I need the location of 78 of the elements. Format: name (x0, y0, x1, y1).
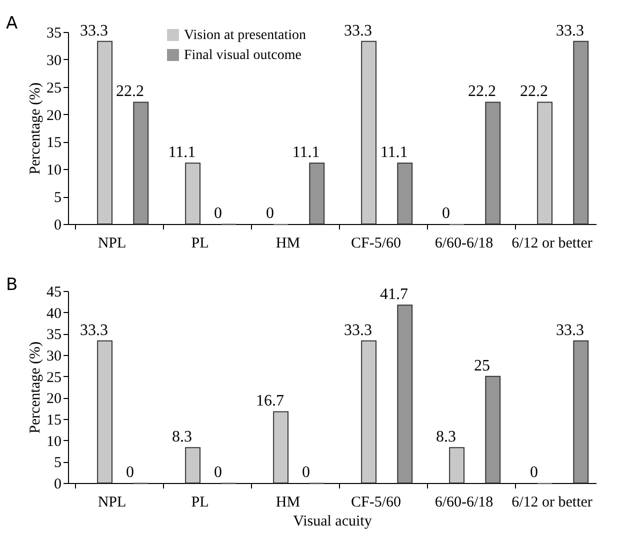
y-tick-label: 0 (54, 476, 62, 492)
x-tick-label: 6/60-6/18 (434, 236, 494, 252)
x-tick-label: 6/12 or better (512, 236, 592, 252)
data-label: 11.1 (380, 144, 408, 162)
data-label: 0 (214, 464, 222, 481)
data-label: 33.3 (556, 22, 584, 40)
data-label: 16.7 (256, 392, 284, 410)
bar (97, 340, 112, 484)
data-label: 22.2 (468, 83, 496, 100)
bar (309, 162, 325, 224)
x-tick-label: 6/12 or better (512, 494, 592, 510)
data-label: 0 (530, 464, 538, 481)
data-label: 8.3 (436, 428, 456, 446)
y-tick-label: 35 (46, 26, 62, 42)
y-tick-label: 15 (46, 135, 62, 152)
x-tick-label: 6/60-6/18 (434, 494, 494, 510)
bar (185, 447, 200, 484)
chart-title: B (6, 275, 18, 295)
legend-label: Final visual outcome (184, 48, 302, 63)
data-label: 22.2 (116, 83, 144, 100)
x-tick-label: HM (276, 236, 300, 252)
bar (361, 40, 376, 224)
bar (185, 162, 200, 224)
y-tick-label: 20 (46, 108, 62, 124)
bar (397, 162, 413, 224)
legend-label: Vision at presentation (184, 28, 306, 43)
x-tick-label: PL (191, 494, 209, 510)
y-tick-label: 5 (54, 455, 62, 472)
bar (273, 411, 288, 484)
y-axis-title: Percentage (%) (28, 82, 44, 175)
bar (449, 447, 464, 484)
data-label: 33.3 (556, 322, 584, 339)
data-label: 8.3 (172, 428, 192, 446)
bar (97, 40, 112, 224)
data-label: 33.3 (80, 322, 108, 339)
bar (573, 40, 589, 224)
data-label: 11.1 (168, 144, 196, 162)
chart-title: A (6, 13, 18, 34)
bar (397, 304, 413, 484)
data-label: 33.3 (344, 322, 372, 339)
x-tick-label: CF-5/60 (350, 236, 402, 252)
y-tick-label: 10 (46, 434, 62, 450)
y-tick-label: 45 (46, 284, 62, 300)
data-label: 41.7 (380, 286, 408, 304)
x-tick-label: NPL (98, 494, 126, 510)
y-tick-label: 20 (46, 391, 62, 408)
y-tick-label: 0 (54, 218, 62, 234)
bar (485, 376, 501, 484)
y-tick-label: 30 (46, 348, 62, 364)
data-label: 22.2 (520, 83, 548, 100)
y-tick-label: 15 (46, 412, 62, 428)
x-tick-label: HM (276, 494, 300, 510)
data-label: 33.3 (344, 22, 372, 40)
data-label: 25 (474, 357, 490, 374)
y-tick-label: 30 (46, 52, 62, 69)
y-tick-label: 35 (46, 327, 62, 344)
y-tick-label: 40 (46, 306, 62, 322)
y-tick-label: 25 (46, 80, 62, 96)
data-label: 33.3 (80, 22, 108, 40)
y-tick-label: 25 (46, 370, 62, 386)
bar (573, 340, 589, 484)
data-label: 0 (302, 464, 310, 481)
y-tick-label: 10 (46, 162, 62, 179)
x-tick-label: CF-5/60 (350, 494, 402, 510)
y-tick-label: 5 (54, 190, 62, 206)
bar (133, 102, 149, 224)
x-tick-label: PL (191, 236, 209, 252)
bar (361, 340, 376, 484)
data-label: 0 (126, 464, 134, 481)
bar (485, 102, 501, 224)
bar (537, 102, 552, 224)
data-label: 0 (266, 205, 274, 222)
y-axis-title: Percentage (%) (28, 341, 44, 434)
data-label: 0 (214, 205, 222, 222)
data-label: 0 (442, 205, 450, 222)
data-label: 11.1 (292, 144, 320, 162)
x-axis-title: Visual acuity (293, 514, 372, 530)
x-tick-label: NPL (98, 236, 126, 252)
